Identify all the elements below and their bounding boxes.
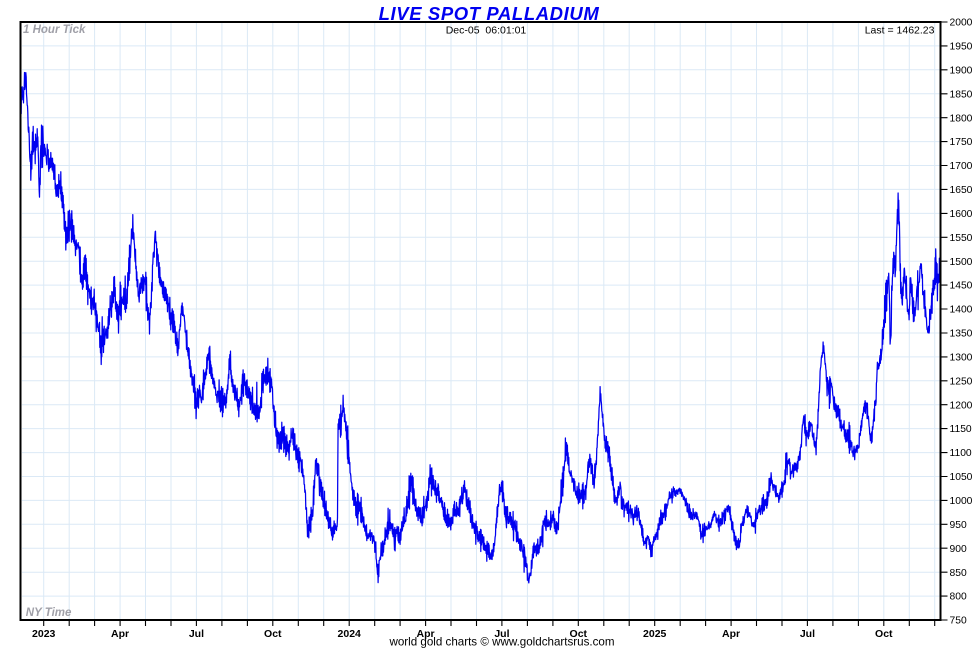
svg-text:1200: 1200 [950, 400, 973, 411]
svg-text:Dec-05 06:01:01: Dec-05 06:01:01 [446, 25, 527, 37]
svg-text:1250: 1250 [950, 376, 973, 387]
svg-text:1300: 1300 [950, 353, 973, 364]
svg-text:1750: 1750 [950, 137, 973, 148]
svg-text:1800: 1800 [950, 113, 973, 124]
svg-text:Jul: Jul [494, 628, 509, 640]
svg-text:Jul: Jul [189, 628, 204, 640]
svg-text:1000: 1000 [950, 496, 973, 507]
svg-text:2000: 2000 [950, 18, 973, 29]
svg-text:750: 750 [950, 616, 967, 627]
svg-text:1350: 1350 [950, 329, 973, 340]
svg-text:1950: 1950 [950, 42, 973, 53]
svg-text:1850: 1850 [950, 89, 973, 100]
svg-text:LIVE SPOT PALLADIUM: LIVE SPOT PALLADIUM [379, 3, 600, 24]
svg-text:Oct: Oct [875, 628, 893, 640]
svg-text:900: 900 [950, 544, 967, 555]
svg-text:800: 800 [950, 592, 967, 603]
svg-text:1700: 1700 [950, 161, 973, 172]
svg-text:1400: 1400 [950, 305, 973, 316]
svg-text:1900: 1900 [950, 65, 973, 76]
svg-text:2025: 2025 [643, 628, 667, 640]
svg-text:1100: 1100 [950, 448, 972, 459]
svg-text:1550: 1550 [950, 233, 973, 244]
svg-text:Apr: Apr [722, 628, 740, 640]
svg-text:1050: 1050 [950, 472, 973, 483]
svg-text:1450: 1450 [950, 281, 973, 292]
svg-text:Apr: Apr [111, 628, 129, 640]
svg-text:NY Time: NY Time [26, 607, 72, 619]
svg-text:2024: 2024 [338, 628, 362, 640]
svg-text:1500: 1500 [950, 257, 973, 268]
svg-text:950: 950 [950, 520, 967, 531]
svg-text:1150: 1150 [950, 424, 972, 435]
svg-text:2023: 2023 [32, 628, 56, 640]
svg-text:Jul: Jul [800, 628, 815, 640]
svg-text:Last = 1462.23: Last = 1462.23 [865, 25, 935, 37]
svg-text:1650: 1650 [950, 185, 973, 196]
svg-text:1600: 1600 [950, 209, 973, 220]
svg-text:Oct: Oct [570, 628, 588, 640]
svg-text:Apr: Apr [417, 628, 435, 640]
svg-text:world gold charts © www.goldch: world gold charts © www.goldchartsrus.co… [388, 635, 614, 648]
svg-text:1 Hour Tick: 1 Hour Tick [23, 24, 86, 36]
svg-text:Oct: Oct [264, 628, 282, 640]
svg-text:850: 850 [950, 568, 967, 579]
